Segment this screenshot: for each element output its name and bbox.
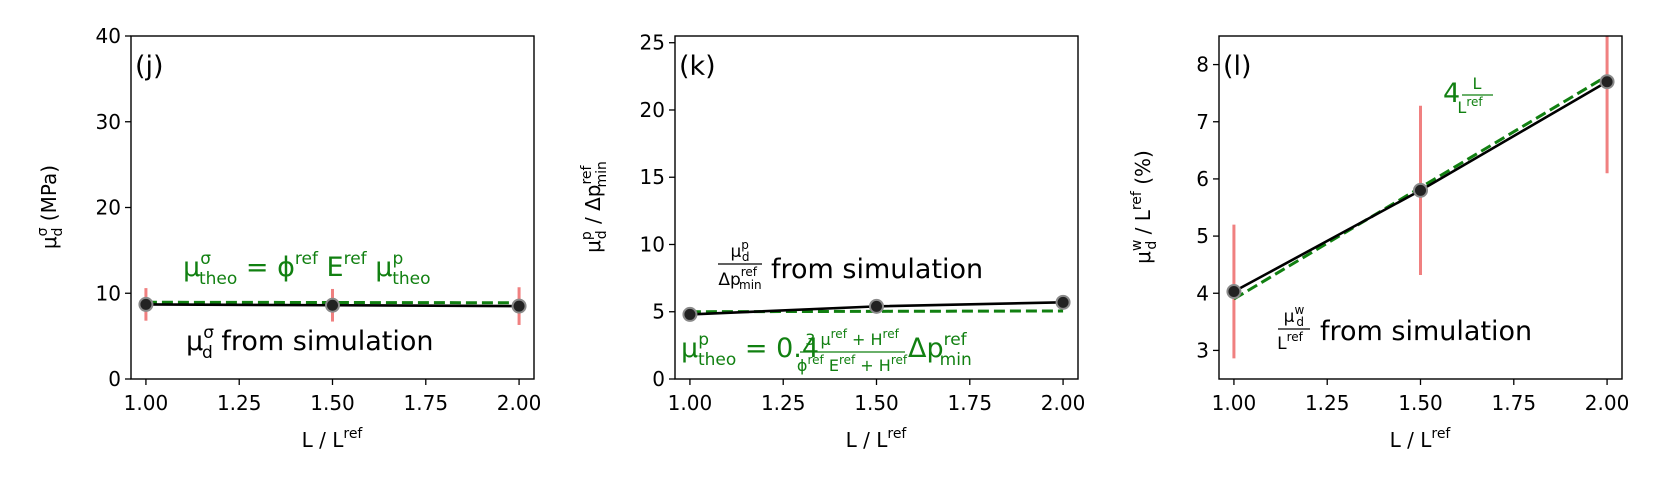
panel-k-xtick-label-3: 1.75: [948, 391, 993, 415]
panel-j-point-1: [325, 297, 340, 313]
panel-j-ytick-label-1: 10: [96, 281, 121, 305]
panel-l-xlabel: L / Lref: [1390, 426, 1452, 452]
panel-j-point-2: [511, 298, 527, 314]
panel-l-ytick-label-5: 8: [1196, 53, 1209, 77]
svg-text:μwd: μw d: [1284, 303, 1305, 329]
panel-k-ytick-label-2: 10: [640, 232, 665, 256]
panel-k-xtick-label-4: 2.00: [1041, 391, 1086, 415]
panel-k-point-2: [1055, 294, 1071, 310]
panel-j-xlabel: L / Lref: [302, 426, 364, 452]
panel-k-xlabel: L / Lref: [846, 426, 908, 452]
panel-j-simulation-annotation: μσ d from simulation: [186, 323, 434, 363]
panel-l: (l) 3 4 5 6 7 8 1.00 1.25 1.50 1.75 2.00 4 L Lref…: [1129, 35, 1630, 452]
panel-l-ytick-label-1: 4: [1196, 281, 1209, 305]
panel-l-xtick-label-0: 1.00: [1212, 391, 1257, 415]
svg-text:L / Lref: L / Lref: [302, 426, 364, 452]
panel-k-ylabel: μpd / Δprefmin: [579, 161, 610, 253]
panel-k-simulation-annotation: μp d Δpref min from simulation: [718, 238, 983, 292]
svg-text:μwd / Lref (%): μwd / Lref (%): [1129, 150, 1160, 264]
panel-l-simulation-annotation: μw d Lref from simulation: [1277, 303, 1532, 354]
panel-l-yticks: 3 4 5 6 7 8: [1196, 53, 1219, 362]
panel-k: (k) 0 5 10 15 20 25 1.00 1.25 1.50 1.75 2.00 μp d …: [579, 31, 1085, 452]
panel-l-theory-annotation: 4 L Lref: [1443, 74, 1493, 117]
svg-text:ϕref Eref + Href: ϕref Eref + Href: [797, 353, 908, 375]
panel-k-frame: [674, 35, 1079, 380]
panel-l-point-2: [1599, 74, 1615, 90]
panel-k-xtick-label-1: 1.25: [761, 391, 806, 415]
panel-j-ylabel: μσd (MPa): [35, 165, 66, 249]
svg-text:L: L: [1473, 74, 1482, 93]
panel-l-xtick-label-3: 1.75: [1492, 391, 1537, 415]
panel-l-label: (l): [1223, 51, 1252, 82]
svg-text:Δprefmin: Δpref min: [908, 330, 972, 370]
svg-text:Lref: Lref: [1277, 330, 1304, 354]
svg-text:from simulation: from simulation: [1320, 316, 1532, 347]
svg-text:L / Lref: L / Lref: [1390, 426, 1452, 452]
panel-j-label: (j): [135, 51, 164, 82]
panel-l-ytick-label-3: 6: [1196, 167, 1209, 191]
panel-l-point-0: [1226, 284, 1242, 300]
panel-k-yticks: 0 5 10 15 20 25: [640, 31, 675, 391]
panel-j-xtick-label-0: 1.00: [124, 391, 169, 415]
panel-j-ytick-label-4: 40: [96, 24, 121, 48]
panel-k-theory-annotation: μp theo = 0.4 3 μref + Href ϕref Eref + H…: [681, 327, 972, 375]
panel-j-xtick-label-2: 1.50: [310, 391, 355, 415]
svg-text:4: 4: [1443, 78, 1460, 109]
panel-l-ytick-label-2: 5: [1196, 224, 1209, 248]
panel-l-xtick-label-4: 2.00: [1585, 391, 1630, 415]
panel-k-ytick-label-1: 5: [652, 300, 665, 324]
panel-k-ytick-label-0: 0: [652, 367, 665, 391]
panel-k-ytick-label-4: 20: [640, 98, 665, 122]
panel-j-xtick-label-3: 1.75: [404, 391, 449, 415]
svg-text:μσd (MPa): μσd (MPa): [35, 165, 66, 249]
panel-l-xtick-label-2: 1.50: [1398, 391, 1443, 415]
panel-l-ytick-label-0: 3: [1196, 338, 1209, 362]
panel-j-marks: [138, 287, 527, 325]
panel-l-xticks: 1.00 1.25 1.50 1.75 2.00: [1212, 379, 1630, 415]
panel-j-yticks: 0 10 20 30 40: [96, 24, 131, 391]
panel-j-ytick-label-3: 30: [96, 110, 121, 134]
panel-j-xticks: 1.00 1.25 1.50 1.75 2.00: [124, 379, 542, 415]
panel-k-ytick-label-5: 25: [640, 31, 665, 55]
panel-k-ytick-label-3: 15: [640, 165, 665, 189]
panel-l-xtick-label-1: 1.25: [1305, 391, 1350, 415]
panel-j-point-0: [138, 296, 154, 312]
svg-text:μσd from simulation: μσ d from simulation: [186, 323, 434, 363]
panel-k-point-0: [682, 306, 698, 322]
svg-text:3 μref + Href: 3 μref + Href: [805, 327, 899, 349]
svg-text:L / Lref: L / Lref: [846, 426, 908, 452]
panel-j-xtick-label-1: 1.25: [217, 391, 262, 415]
panel-k-xtick-label-2: 1.50: [854, 391, 899, 415]
panel-l-marks: [1226, 36, 1615, 359]
panel-l-point-1: [1413, 182, 1428, 198]
panel-k-xtick-label-0: 1.00: [668, 391, 713, 415]
panel-j-ytick-label-0: 0: [108, 367, 121, 391]
panel-j-ytick-label-2: 20: [96, 196, 121, 220]
panel-j: (j) 0 10 20 30 40 1.00 1.25 1.50 1.75 2.00 μσ the…: [35, 24, 541, 452]
panel-l-ytick-label-4: 7: [1196, 110, 1209, 134]
panel-k-xticks: 1.00 1.25 1.50 1.75 2.00: [668, 379, 1086, 415]
svg-text:Lref: Lref: [1457, 95, 1483, 117]
panel-j-xtick-label-4: 2.00: [497, 391, 542, 415]
panel-k-label: (k): [679, 51, 716, 82]
panel-k-point-1: [869, 298, 884, 314]
svg-text:μpd: μp d: [730, 238, 749, 264]
panel-l-ylabel: μwd / Lref (%): [1129, 150, 1160, 264]
panel-k-marks: [682, 294, 1071, 322]
svg-text:Δprefmin: Δpref min: [718, 265, 761, 292]
panel-j-theory-annotation: μσ theo = ϕref Eref μp theo: [183, 249, 431, 289]
svg-text:from simulation: from simulation: [771, 254, 983, 285]
svg-text:μpd / Δprefmin: μpd / Δprefmin: [579, 161, 610, 253]
